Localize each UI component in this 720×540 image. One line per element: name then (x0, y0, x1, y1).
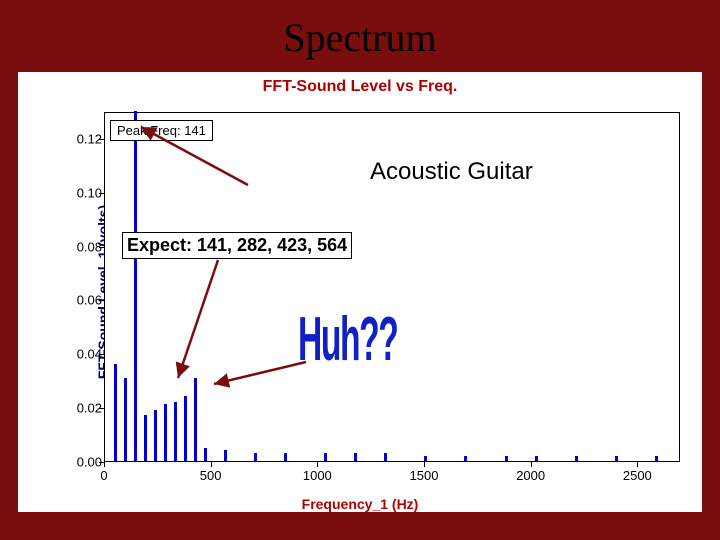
xtick-label: 2500 (623, 468, 652, 483)
xtick-label: 1000 (303, 468, 332, 483)
spectrum-bar (164, 404, 167, 461)
spectrum-bar (505, 456, 508, 461)
ytick-label: 0.06 (62, 293, 102, 308)
fft-chart: FFT-Sound Level vs Freq. FFT-Sound Level… (18, 72, 702, 512)
expect-annotation: Expect: 141, 282, 423, 564 (122, 232, 352, 259)
chart-title: FFT-Sound Level vs Freq. (18, 78, 702, 96)
spectrum-bar (194, 378, 197, 461)
spectrum-bar (424, 456, 427, 461)
spectrum-bar (575, 456, 578, 461)
xtick-label: 1500 (410, 468, 439, 483)
slide-title: Spectrum (0, 0, 720, 67)
ytick-label: 0.12 (62, 131, 102, 146)
spectrum-bar (184, 396, 187, 461)
xtick-label: 500 (200, 468, 222, 483)
spectrum-bar (224, 450, 227, 461)
spectrum-bar (124, 378, 127, 461)
instrument-label: Acoustic Guitar (370, 158, 533, 186)
spectrum-bar (144, 415, 147, 461)
ytick-label: 0.10 (62, 185, 102, 200)
xtick-label: 2000 (516, 468, 545, 483)
spectrum-bar (464, 456, 467, 461)
spectrum-bar (114, 364, 117, 461)
ytick-label: 0.08 (62, 239, 102, 254)
ytick-label: 0.02 (62, 401, 102, 416)
spectrum-bar (284, 453, 287, 461)
spectrum-bar (655, 456, 658, 461)
spectrum-bar (174, 402, 177, 461)
x-axis-label: Frequency_1 (Hz) (18, 496, 702, 512)
spectrum-bar (615, 456, 618, 461)
spectrum-bar (134, 111, 137, 461)
ytick-label: 0.00 (62, 455, 102, 470)
spectrum-bar (384, 453, 387, 461)
ytick-label: 0.04 (62, 347, 102, 362)
spectrum-bar (204, 448, 207, 461)
huh-annotation: Huh?? (298, 304, 397, 376)
spectrum-bar (254, 453, 257, 461)
spectrum-bar (324, 453, 327, 461)
xtick-label: 0 (100, 468, 107, 483)
spectrum-bar (535, 456, 538, 461)
spectrum-bar (354, 453, 357, 461)
peak-freq-box: Peak Freq: 141 (110, 120, 213, 141)
spectrum-bar (154, 410, 157, 461)
